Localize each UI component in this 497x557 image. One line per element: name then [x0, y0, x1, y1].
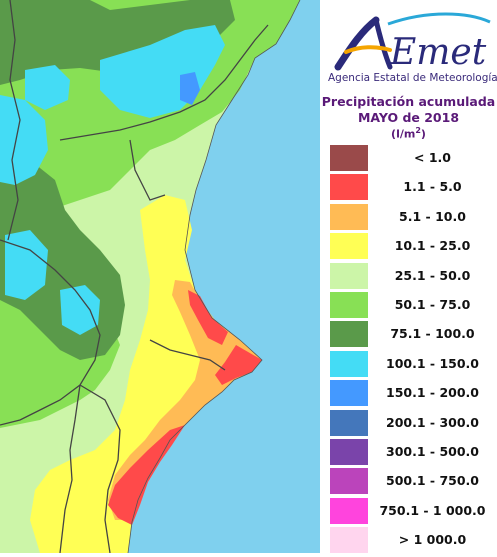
coastline: [127, 0, 301, 554]
legend-row: 200.1 - 300.0: [330, 409, 495, 436]
provincial-border-e: [59, 384, 81, 554]
precipitation-map: [0, 0, 320, 554]
legend-label: 1.1 - 5.0: [403, 179, 462, 195]
provincial-border-a: [7, 0, 21, 241]
legend-label: 75.1 - 100.0: [390, 326, 475, 342]
legend-row: > 1 000.0: [330, 527, 495, 554]
legend-swatch: [330, 321, 368, 348]
legend-panel: Emet Agencia Estatal de Meteorología Pre…: [320, 0, 497, 556]
legend-label: 500.1 - 750.0: [386, 473, 479, 489]
legend-swatch: [330, 203, 368, 230]
map-unit: (l/m2): [391, 126, 426, 141]
legend-row: 10.1 - 25.0: [330, 233, 495, 260]
precipitation-legend: < 1.0 1.1 - 5.0 5.1 - 10.0 10.1 - 25.0 25.1 …: [330, 145, 495, 556]
legend-label: 750.1 - 1 000.0: [379, 502, 486, 518]
legend-swatch: [330, 291, 368, 318]
legend-label: 5.1 - 10.0: [399, 208, 466, 224]
zone-100-150-e: [60, 285, 100, 335]
legend-label: 50.1 - 75.0: [394, 296, 471, 312]
legend-swatch: [330, 380, 368, 407]
legend-label: > 1 000.0: [398, 532, 467, 548]
provincial-border-f: [79, 384, 121, 554]
zone-100-150-b: [25, 65, 70, 110]
legend-label: < 1.0: [414, 150, 451, 165]
legend-row: 1.1 - 5.0: [330, 174, 495, 201]
legend-label: 10.1 - 25.0: [394, 238, 471, 254]
legend-label: 200.1 - 300.0: [386, 414, 479, 430]
legend-label: 25.1 - 50.0: [394, 267, 471, 283]
legend-label: 150.1 - 200.0: [386, 385, 479, 401]
legend-swatch: [330, 438, 368, 465]
legend-label: 300.1 - 500.0: [386, 443, 479, 459]
legend-row: 5.1 - 10.0: [330, 203, 495, 230]
legend-row: 100.1 - 150.0: [330, 350, 495, 377]
zone-10-25: [30, 195, 262, 553]
legend-swatch: [330, 262, 368, 289]
legend-swatch: [330, 145, 368, 171]
legend-swatch: [330, 409, 368, 436]
legend-swatch: [330, 174, 368, 201]
zone-150-200: [180, 72, 200, 105]
map-period: MAYO de 2018: [357, 110, 460, 125]
provincial-border-c: [59, 24, 269, 141]
legend-row: 300.1 - 500.0: [330, 438, 495, 465]
zone-1-5-cape: [215, 345, 262, 385]
provincial-border-g: [129, 139, 166, 201]
legend-row: 75.1 - 100.0: [330, 321, 495, 348]
provincial-border-b: [0, 239, 101, 426]
agency-name: Agencia Estatal de Meteorología: [328, 72, 497, 84]
provincial-border-d: [149, 339, 226, 371]
map-title: Precipitación acumulada: [321, 94, 496, 109]
legend-row: 50.1 - 75.0: [330, 291, 495, 318]
legend-row: < 1.0: [330, 145, 495, 171]
legend-row: 25.1 - 50.0: [330, 262, 495, 289]
legend-row: 500.1 - 750.0: [330, 468, 495, 495]
svg-text:Emet: Emet: [389, 32, 487, 72]
zone-100-150-d: [5, 230, 48, 300]
map-canvas: [0, 0, 320, 554]
aemet-logo: Emet: [328, 12, 496, 73]
legend-row: 750.1 - 1 000.0: [330, 497, 495, 524]
legend-swatch: [330, 468, 368, 495]
legend-swatch: [330, 350, 368, 377]
zone-1-5-south: [108, 425, 185, 525]
legend-swatch: [330, 233, 368, 260]
legend-swatch: [330, 497, 368, 524]
zone-1-5-coast: [188, 290, 228, 345]
aemet-logo-mark: Emet: [334, 12, 491, 73]
legend-label: 100.1 - 150.0: [386, 355, 479, 371]
legend-swatch: [330, 527, 368, 554]
legend-row: 150.1 - 200.0: [330, 380, 495, 407]
